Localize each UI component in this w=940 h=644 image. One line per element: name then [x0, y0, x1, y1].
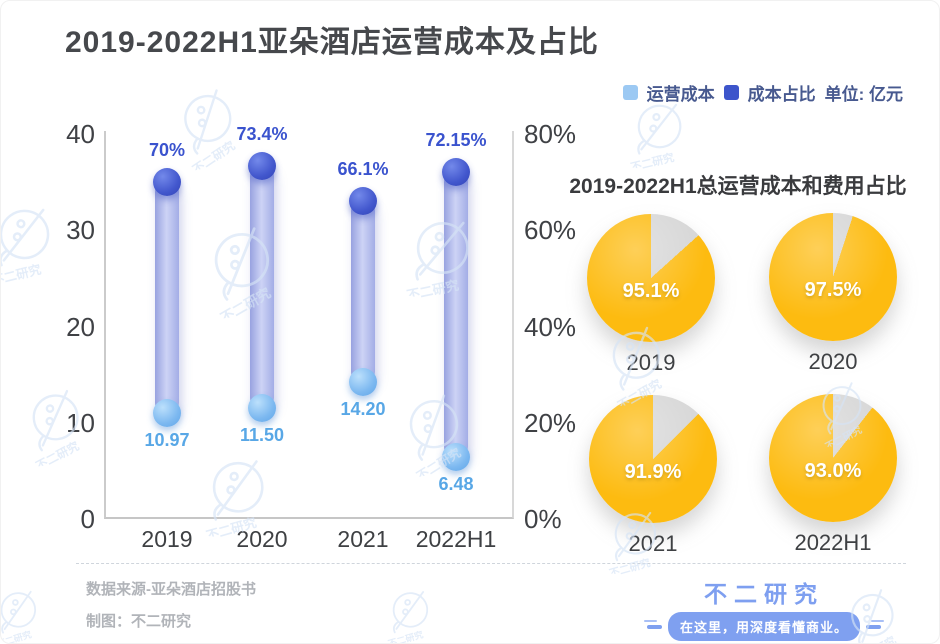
- cost-ratio-value-label: 72.15%: [425, 129, 487, 150]
- legend-swatch-cost-ratio: [723, 85, 739, 100]
- pie-2022H1: 93.0%: [769, 394, 897, 522]
- brand-tagline-row: 在这里，用深度看懂商业。: [646, 612, 881, 641]
- y-axis-tick-right: 40%: [524, 311, 577, 342]
- cost-ratio-dot: [248, 151, 276, 180]
- y-axis-tick-left: 20: [66, 311, 95, 342]
- pie-2019: 95.1%: [587, 214, 715, 342]
- y-axis-tick-left: 0: [80, 504, 95, 534]
- dumbbell-bar: [351, 198, 375, 385]
- pill-dash-right-icon: [866, 624, 881, 629]
- pill-dash-left-icon: [646, 624, 662, 629]
- credit-text: 制图：不二研究: [86, 613, 192, 630]
- x-axis-category-label: 2020: [236, 526, 288, 552]
- y-axis-tick-left: 30: [66, 215, 95, 246]
- operating-cost-dot: [349, 368, 377, 397]
- cost-ratio-value-label: 66.1%: [337, 158, 389, 179]
- cost-ratio-dot: [349, 186, 377, 215]
- cost-ratio-dot: [442, 157, 470, 186]
- y-axis-tick-right: 0%: [524, 504, 562, 534]
- operating-cost-value-label: 10.97: [144, 430, 190, 451]
- data-source-text: 数据来源-亚朵酒店招股书: [86, 581, 256, 598]
- legend-unit-label: 单位: 亿元: [824, 85, 903, 104]
- operating-cost-value-label: 11.50: [239, 425, 285, 446]
- cost-ratio-value-label: 70%: [148, 140, 186, 161]
- y-axis-tick-left: 40: [66, 119, 95, 149]
- plot-area: [104, 131, 514, 519]
- pie-2021: 91.9%: [589, 395, 717, 523]
- operating-cost-value-label: 6.48: [438, 473, 474, 494]
- legend-label-cost-ratio: 成本占比: [747, 85, 816, 104]
- brand-name: 不二研究: [703, 581, 824, 607]
- y-axis-tick-right: 80%: [524, 119, 577, 149]
- pie-value-label: 91.9%: [624, 461, 682, 483]
- pie-year-label: 2022H1: [794, 530, 872, 555]
- pie-year-label: 2020: [808, 349, 858, 374]
- page-title: 2019-2022H1亚朵酒店运营成本及占比: [65, 26, 599, 59]
- legend: 运营成本 成本占比 单位: 亿元: [622, 80, 903, 105]
- pie-value-label: 95.1%: [622, 280, 680, 302]
- legend-label-operating-cost: 运营成本: [646, 85, 715, 104]
- brand-logo: 不二研究 在这里，用深度看懂商业。: [646, 575, 881, 641]
- pie-year-label: 2019: [626, 350, 676, 375]
- cost-ratio-dot: [153, 168, 181, 197]
- footer-divider: [76, 563, 906, 564]
- pie-group-title: 2019-2022H1总运营成本和费用占比: [569, 175, 907, 198]
- operating-cost-value-label: 14.20: [340, 399, 386, 420]
- pie-year-label: 2021: [628, 531, 678, 556]
- y-axis-tick-right: 20%: [524, 407, 577, 438]
- dumbbell-bar: [155, 180, 179, 416]
- pie-value-label: 97.5%: [804, 279, 862, 301]
- pie-2020: 97.5%: [769, 213, 897, 341]
- operating-cost-dot: [248, 394, 276, 423]
- operating-cost-dot: [153, 399, 181, 428]
- y-axis-tick-right: 60%: [524, 215, 577, 246]
- x-axis-category-label: 2022H1: [415, 526, 497, 552]
- legend-swatch-operating-cost: [622, 85, 638, 100]
- x-axis-category-label: 2021: [337, 526, 389, 552]
- x-axis-category-label: 2019: [141, 526, 193, 552]
- pie-value-label: 93.0%: [804, 460, 862, 482]
- brand-tagline: 在这里，用深度看懂商业。: [667, 612, 860, 641]
- cost-ratio-value-label: 73.4%: [236, 123, 288, 144]
